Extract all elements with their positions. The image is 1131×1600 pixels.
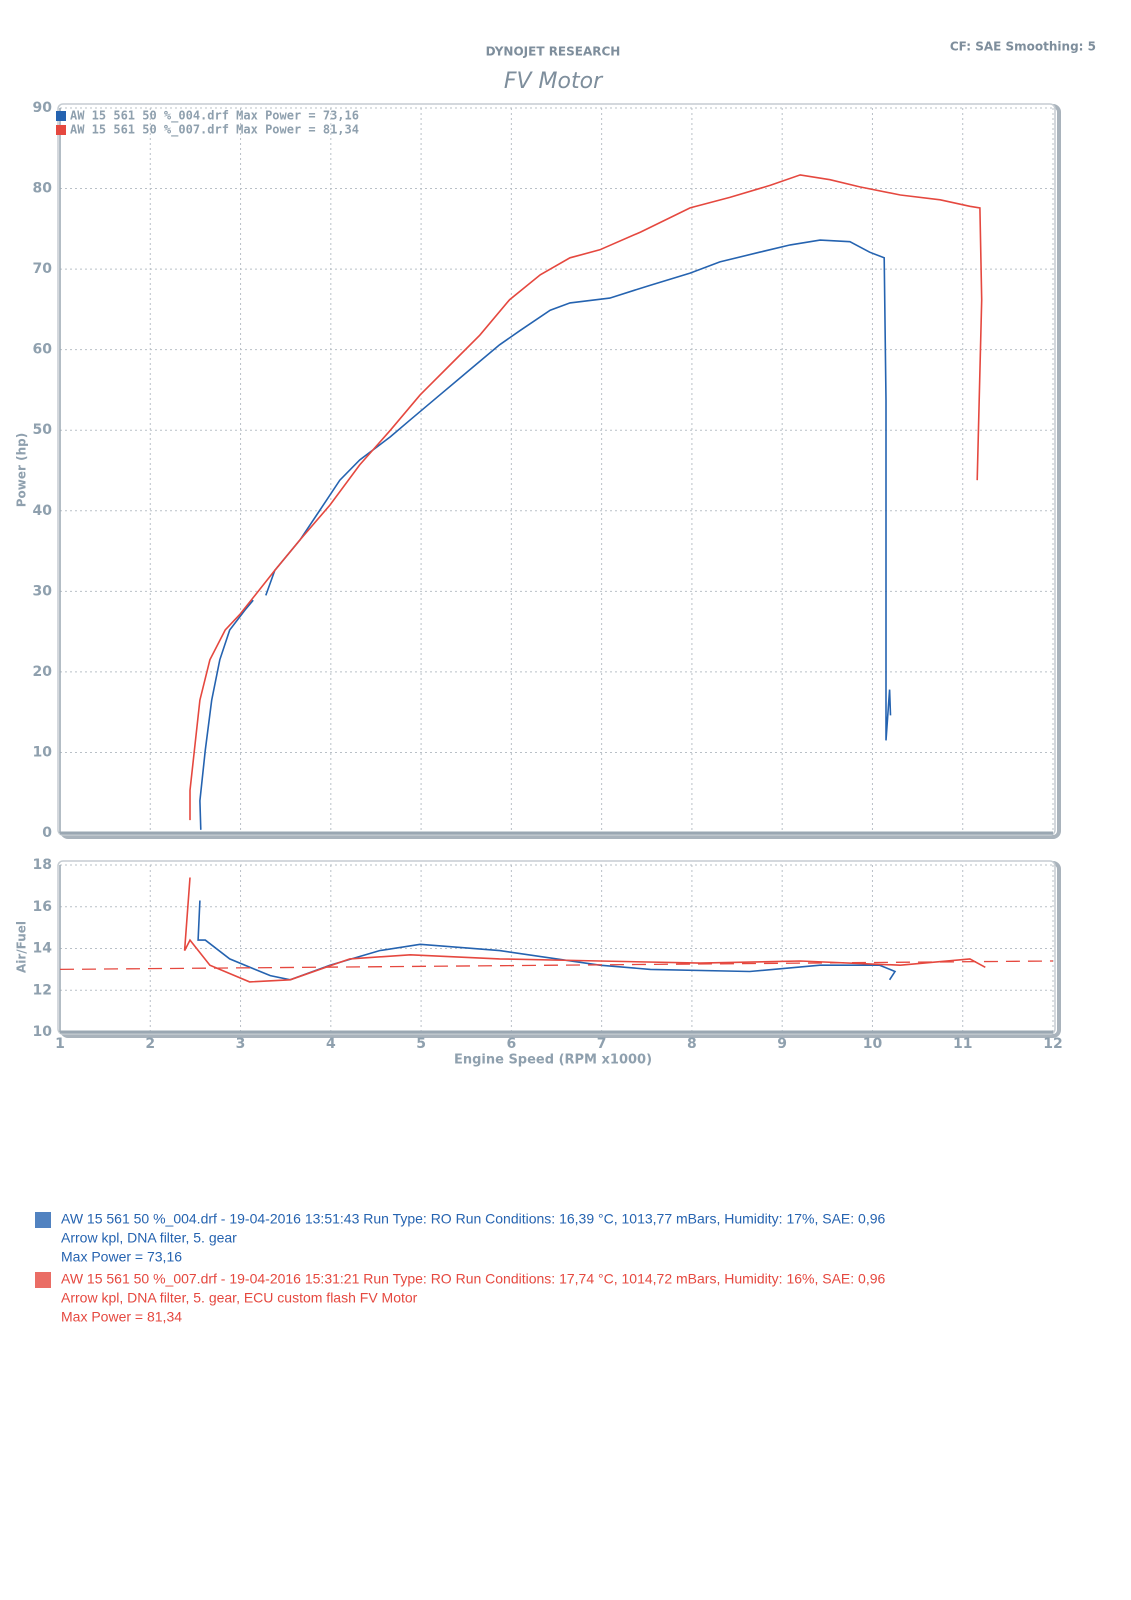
run-text: Max Power = 73,16	[61, 1249, 182, 1265]
y-tick-label: 14	[33, 941, 53, 957]
run-text: Max Power = 81,34	[61, 1309, 182, 1325]
chart-title: FV Motor	[504, 69, 604, 94]
y-tick-label: 70	[33, 261, 53, 277]
y-axis-label: Power (hp)	[15, 433, 29, 507]
series-line	[199, 239, 892, 830]
x-tick-label: 2	[145, 1036, 155, 1052]
series-line	[197, 900, 897, 981]
x-tick-label: 10	[863, 1036, 883, 1052]
y-tick-label: 80	[33, 181, 53, 197]
x-tick-label: 5	[416, 1036, 426, 1052]
y-tick-label: 10	[33, 1024, 53, 1040]
x-tick-label: 3	[236, 1036, 246, 1052]
x-tick-label: 1	[55, 1036, 65, 1052]
series-line	[59, 960, 1054, 971]
y-tick-label: 18	[33, 857, 52, 873]
run-text: Arrow kpl, DNA filter, 5. gear, ECU cust…	[61, 1290, 418, 1306]
run-text: Arrow kpl, DNA filter, 5. gear	[61, 1230, 237, 1246]
x-tick-label: 8	[687, 1036, 697, 1052]
plot-frame	[57, 103, 1056, 836]
run-swatch	[35, 1212, 51, 1228]
y-tick-label: 12	[33, 982, 52, 998]
x-tick-label: 7	[597, 1036, 607, 1052]
x-tick-label: 12	[1043, 1036, 1062, 1052]
legend-swatch	[56, 125, 66, 135]
run-swatch	[35, 1272, 51, 1288]
y-axis-label: Air/Fuel	[15, 921, 29, 973]
x-tick-label: 6	[506, 1036, 516, 1052]
legend-label: AW 15 561 50 %_007.drf Max Power = 81,34	[70, 123, 359, 138]
x-axis-label: Engine Speed (RPM x1000)	[454, 1053, 652, 1068]
y-tick-label: 50	[33, 422, 53, 438]
y-tick-label: 0	[42, 825, 52, 841]
run-text: AW 15 561 50 %_007.drf - 19-04-2016 15:3…	[61, 1271, 886, 1287]
plot-frame	[57, 860, 1056, 1035]
x-tick-label: 11	[953, 1036, 972, 1052]
x-tick-label: 4	[326, 1036, 336, 1052]
settings: CF: SAE Smoothing: 5	[950, 40, 1096, 54]
y-tick-label: 60	[33, 342, 53, 358]
x-tick-label: 9	[777, 1036, 787, 1052]
y-tick-label: 16	[33, 899, 52, 915]
y-tick-label: 90	[33, 100, 53, 116]
y-tick-label: 40	[33, 503, 53, 519]
company: DYNOJET RESEARCH	[486, 45, 621, 59]
legend-swatch	[56, 111, 66, 121]
y-tick-label: 20	[33, 664, 53, 680]
legend-label: AW 15 561 50 %_004.drf Max Power = 73,16	[70, 109, 359, 124]
series-line	[183, 877, 986, 983]
series-line	[189, 174, 983, 821]
y-tick-label: 10	[33, 744, 53, 760]
y-tick-label: 30	[33, 583, 53, 599]
run-text: AW 15 561 50 %_004.drf - 19-04-2016 13:5…	[61, 1211, 886, 1227]
